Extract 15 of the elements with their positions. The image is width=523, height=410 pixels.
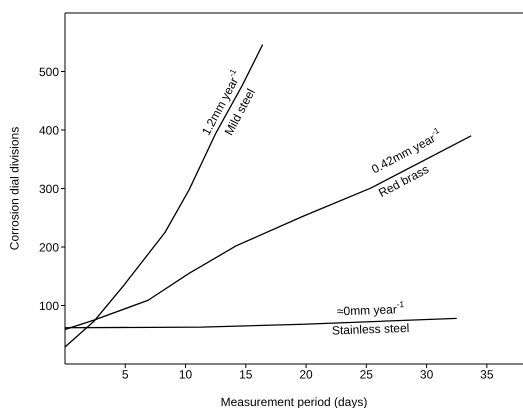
- series-label: Stainless steel: [332, 321, 410, 338]
- y-tick-label: 500: [38, 64, 60, 79]
- y-tick-label: 400: [38, 123, 60, 138]
- annotation: ≈0mm year$^{-1}$: [336, 299, 405, 319]
- x-tick-label: 30: [420, 368, 434, 382]
- x-tick-label: 5: [122, 368, 129, 382]
- y-tick-label: 100: [38, 298, 60, 313]
- y-tick-label: 300: [38, 182, 60, 196]
- x-tick-label: 10: [178, 368, 193, 382]
- y-tick-label: 200: [38, 240, 60, 254]
- y-axis-title: Corrosion dial divisions: [7, 126, 22, 250]
- x-tick-label: 35: [480, 368, 494, 382]
- x-tick-label: 15: [239, 368, 253, 382]
- x-tick-label: 20: [299, 368, 314, 382]
- x-tick-label: 25: [360, 368, 374, 382]
